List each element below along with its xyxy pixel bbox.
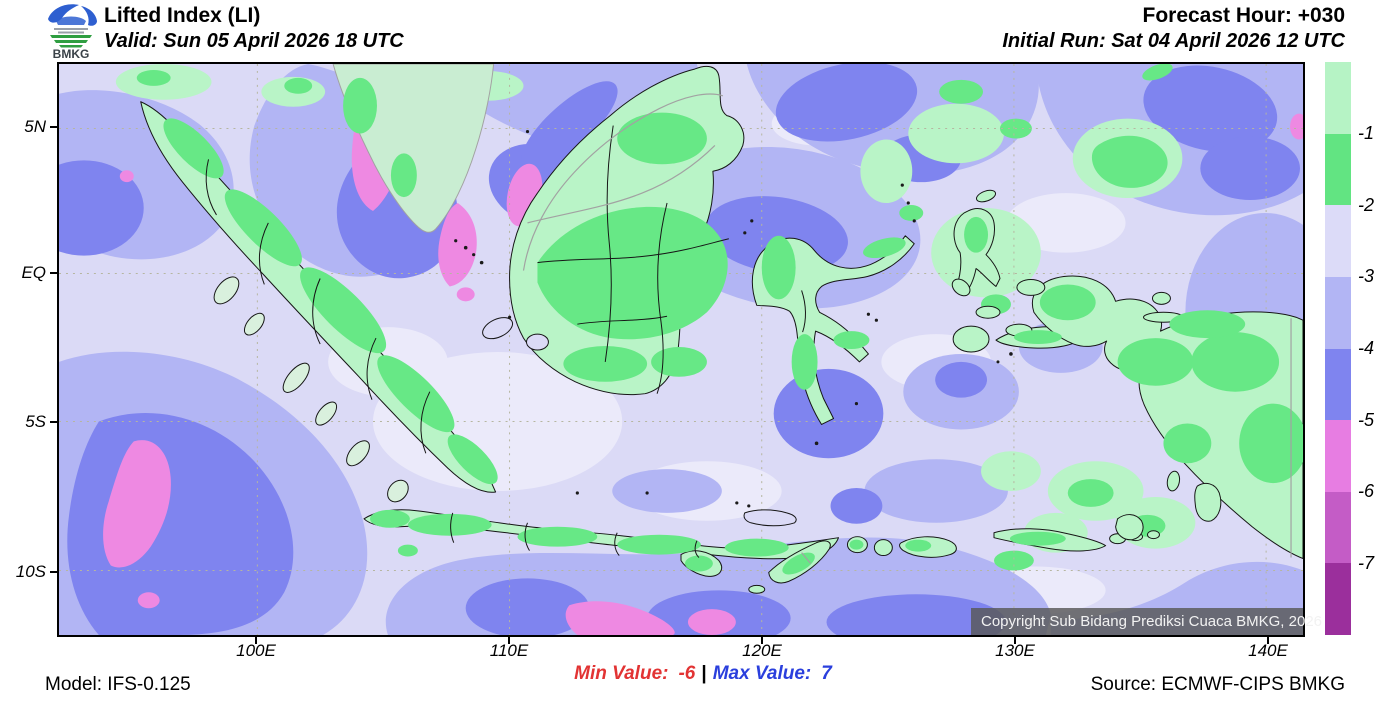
foreign-borders: [522, 93, 1292, 564]
source-label: Source: ECMWF-CIPS BMKG: [1090, 674, 1345, 695]
longitude-label: 130E: [995, 641, 1035, 660]
bmkg-logo: BMKG: [48, 4, 97, 59]
colorbar-segment: [1325, 276, 1351, 349]
colorbar-segment: [1325, 133, 1351, 206]
min-value: -6: [678, 663, 696, 684]
logo-cloud-swoosh-icon: [48, 4, 79, 23]
minmax-summary: Min Value: -6 | Max Value: 7: [574, 663, 832, 685]
x-axis-tick: [761, 637, 763, 644]
min-value-label: Min Value:: [574, 663, 669, 684]
colorbar: [1325, 62, 1351, 635]
minmax-separator: |: [701, 663, 707, 684]
colorbar-label: -6: [1358, 481, 1375, 501]
land-green-patches: [163, 77, 1303, 575]
latitude-label: 5N: [24, 117, 46, 136]
forecast-hour-label: Forecast Hour: +030: [1142, 4, 1346, 27]
logo-cloud-icon: [56, 16, 86, 25]
province-borders: [205, 125, 806, 558]
colorbar-segment: [1325, 563, 1351, 635]
colorbar-label: -3: [1358, 266, 1375, 286]
max-value-label: Max Value:: [712, 663, 812, 684]
x-axis-tick: [255, 637, 257, 644]
latitude-label: EQ: [21, 263, 46, 282]
y-axis-tick: [50, 421, 57, 423]
colorbar-segment: [1325, 205, 1351, 277]
longitude-label: 110E: [489, 641, 529, 660]
colorbar-label: -1: [1358, 123, 1375, 143]
colorbar-label: -2: [1358, 195, 1375, 215]
latitude-label: 10S: [15, 562, 46, 581]
small-islands: [454, 129, 1013, 508]
colorbar-segment: [1325, 348, 1351, 421]
longitude-label: 120E: [742, 641, 782, 660]
colorbar-segment: [1325, 62, 1351, 134]
copyright-overlay: Copyright Sub Bidang Prediksi Cuaca BMKG…: [971, 608, 1322, 635]
colorbar-segment: [1325, 491, 1351, 564]
x-axis-tick: [508, 637, 510, 644]
valid-time-label: Valid: Sun 05 April 2026 18 UTC: [104, 30, 404, 52]
longitude-label: 100E: [236, 641, 276, 660]
y-axis-tick: [50, 126, 57, 128]
colorbar-label: -4: [1358, 338, 1375, 358]
ocean-pink-patches: [103, 78, 1303, 635]
logo-cloud-swoosh2-icon: [81, 6, 97, 26]
longitude-label: 140E: [1248, 641, 1288, 660]
map-canvas: [59, 64, 1303, 635]
page-title: Lifted Index (LI): [104, 4, 261, 27]
initial-run-label: Initial Run: Sat 04 April 2026 12 UTC: [1002, 30, 1345, 52]
x-axis-tick: [1014, 637, 1016, 644]
colorbar-label: -5: [1358, 410, 1375, 430]
latitude-label: 5S: [25, 412, 46, 431]
y-axis-tick: [50, 571, 57, 573]
max-value: 7: [821, 663, 832, 684]
colorbar-segment: [1325, 420, 1351, 492]
colorbar-label: -7: [1358, 553, 1375, 573]
y-axis-tick: [50, 272, 57, 274]
model-label: Model: IFS-0.125: [45, 674, 191, 695]
logo-text: BMKG: [53, 47, 90, 59]
x-axis-tick: [1267, 637, 1269, 644]
map-panel: Copyright Sub Bidang Prediksi Cuaca BMKG…: [57, 62, 1322, 637]
